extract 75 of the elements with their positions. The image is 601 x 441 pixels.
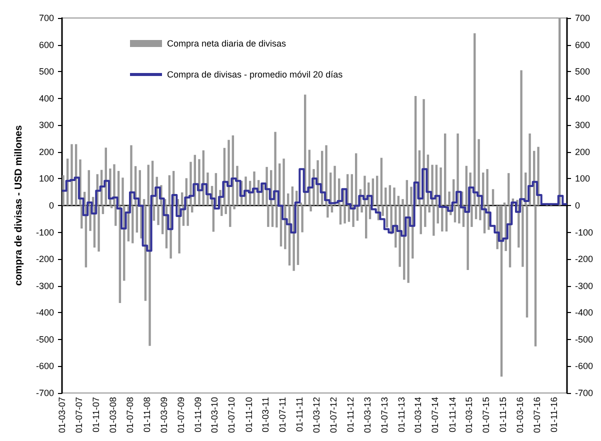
y2-tick-label: 200 [575,146,590,157]
x-tick-label: 01-03-16 [515,397,526,434]
y2-tick-label: -600 [575,361,594,372]
legend-label: Compra neta diaria de divisas [167,38,287,48]
y2-tick-label: -200 [575,254,594,264]
bar [198,159,200,206]
y2-tick-label: -300 [575,280,594,291]
y-tick-label: -300 [36,280,54,291]
x-tick-label: 01-07-08 [124,397,135,434]
bar [70,144,73,206]
y2-tick-label: 400 [575,93,590,104]
bar [354,153,358,206]
bar [334,166,336,206]
x-tick-label: 01-07-12 [328,397,339,434]
y-tick-label: -700 [36,388,54,398]
bar [236,166,238,206]
y-tick-label: 500 [38,66,54,77]
y-tick-label: 0 [48,200,54,210]
x-tick-label: 01-03-09 [158,397,169,434]
x-tick-label: 01-07-14 [430,397,440,434]
x-tick-label: 01-11-13 [396,397,406,432]
x-tick-label: 01-03-10 [210,397,220,434]
x-tick-label: 01-07-13 [379,397,390,434]
y2-tick-label: 600 [575,40,590,50]
x-tick-label: 01-11-09 [192,397,203,432]
x-tick-label: 01-11-11 [294,397,305,432]
x-tick-label: 01-07-09 [176,397,186,434]
y-tick-label: 400 [38,93,54,104]
y-tick-label: 600 [38,40,54,50]
bar [500,206,503,377]
x-tick-label: 01-07-11 [278,397,288,432]
x-tick-label: 01-03-07 [57,397,67,434]
y-axis-title: compra de divisas - USD millones [14,124,24,286]
y2-tick-label: -500 [575,334,594,344]
x-tick-label: 01-03-12 [312,397,322,434]
x-tick-label: 01-07-10 [226,397,237,434]
y-tick-label: 100 [38,174,54,184]
y2-tick-label: -400 [575,308,594,318]
y2-tick-label: -700 [575,388,594,398]
bar [301,206,304,232]
y-tick-label: 200 [38,146,54,157]
x-tick-label: 01-07-07 [74,397,84,434]
y2-tick-label: -100 [575,227,594,238]
bar [492,189,494,206]
bar [496,206,498,250]
y-tick-label: -500 [36,334,54,344]
x-tick-label: 01-11-12 [346,397,356,432]
y-tick-label: 700 [38,13,54,23]
y2-tick-label: 500 [575,66,590,77]
x-tick-label: 01-11-15 [498,397,508,432]
x-tick-label: 01-07-16 [532,397,542,434]
x-tick-label: 01-07-15 [481,397,492,434]
x-tick-label: 01-11-08 [142,397,152,432]
y-tick-label: -200 [36,254,54,264]
y2-tick-label: 0 [575,200,580,210]
bar [253,171,256,206]
y-tick-label: -400 [36,308,54,318]
bar [62,175,64,206]
x-tick-label: 01-03-15 [464,397,474,434]
x-tick-label: 01-03-08 [108,397,118,434]
x-tick-label: 01-11-14 [447,397,458,432]
x-tick-label: 01-03-13 [362,397,372,434]
legend-label: Compra de divisas - promedio móvil 20 días [167,70,344,80]
x-tick-label: 01-03-11 [260,397,271,432]
y2-tick-label: 100 [575,174,590,184]
y2-tick-label: 300 [575,120,590,130]
y2-tick-label: 700 [575,13,590,23]
x-tick-label: 01-03-14 [413,397,424,434]
y-tick-label: -600 [36,361,54,372]
x-tick-label: 01-11-16 [549,397,560,432]
bar [316,160,319,206]
y-tick-label: -100 [36,227,54,238]
y-tick-label: 300 [38,120,54,130]
x-tick-label: 01-11-10 [244,397,254,432]
x-tick-label: 01-11-07 [91,397,102,432]
